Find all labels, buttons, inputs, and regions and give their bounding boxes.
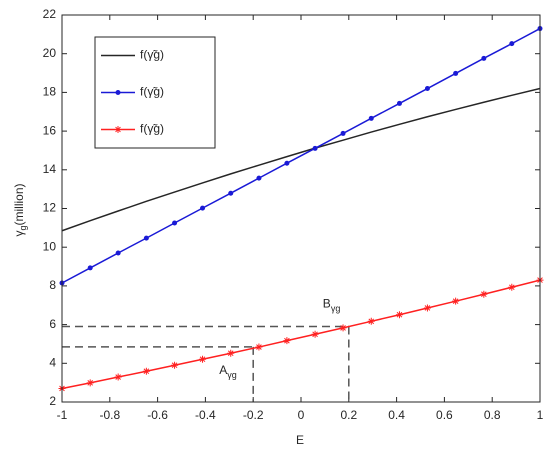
x-tick-label: 0	[298, 408, 305, 422]
marker	[396, 100, 402, 106]
y-tick-label: 22	[43, 7, 57, 21]
guide-label-main: B	[323, 297, 331, 311]
marker	[368, 115, 374, 121]
y-axis-label: γg(million)	[12, 183, 28, 236]
x-tick-label: -0.2	[243, 408, 264, 422]
marker	[142, 367, 150, 375]
marker	[312, 145, 318, 151]
marker	[509, 41, 515, 47]
marker	[255, 343, 263, 351]
x-tick-label: -0.6	[147, 408, 168, 422]
marker	[227, 349, 235, 357]
marker	[311, 330, 319, 338]
legend-label: f(γ̃g)	[140, 122, 164, 136]
marker	[114, 373, 122, 381]
x-tick-label: 1	[537, 408, 544, 422]
marker	[199, 355, 207, 363]
marker	[481, 55, 487, 61]
marker	[143, 235, 149, 241]
guide-label: Aγg	[219, 363, 237, 380]
marker	[424, 86, 430, 92]
marker	[423, 304, 431, 312]
marker	[340, 130, 346, 136]
marker	[228, 190, 234, 196]
y-tick-label: 10	[43, 239, 57, 253]
marker	[480, 290, 488, 298]
x-tick-label: -0.8	[99, 408, 120, 422]
marker	[453, 70, 459, 76]
guide-label-sub: γg	[331, 304, 341, 314]
x-tick-label: 0.2	[340, 408, 357, 422]
marker	[395, 311, 403, 319]
legend-label: f(γ̃g)	[140, 48, 164, 62]
legend-marker	[114, 126, 122, 133]
y-tick-label: 14	[43, 162, 57, 176]
guide-label: Bγg	[323, 297, 341, 314]
marker	[86, 379, 94, 387]
series-line	[61, 87, 541, 232]
guide-label-main: A	[219, 363, 227, 377]
x-tick-label: 0.6	[436, 408, 453, 422]
y-tick-label: 18	[43, 85, 57, 99]
y-tick-label: 4	[49, 355, 56, 369]
y-tick-label: 16	[43, 123, 57, 137]
x-axis-label: E	[296, 433, 304, 447]
marker	[171, 361, 179, 369]
marker	[256, 175, 262, 181]
x-tick-label: -1	[57, 408, 68, 422]
series-line	[61, 279, 541, 390]
marker	[172, 220, 178, 226]
y-tick-label: 20	[43, 46, 57, 60]
marker	[284, 160, 290, 166]
marker	[87, 265, 93, 271]
y-tick-label: 6	[49, 317, 56, 331]
series-line	[61, 27, 541, 284]
marker	[115, 250, 121, 256]
marker	[367, 317, 375, 325]
axes-box	[61, 14, 541, 403]
x-tick-label: -0.4	[195, 408, 216, 422]
x-tick-label: 0.4	[388, 408, 405, 422]
y-tick-label: 2	[49, 394, 56, 408]
legend-marker	[115, 90, 121, 95]
y-tick-label: 8	[49, 278, 56, 292]
marker	[283, 337, 291, 345]
x-tick-label: 0.8	[484, 408, 501, 422]
y-tick-label: 12	[43, 201, 57, 215]
guide-label-sub: γg	[227, 370, 237, 380]
marker	[452, 297, 460, 305]
legend-label: f(γ̃g)	[140, 85, 164, 99]
marker	[200, 205, 206, 211]
marker	[339, 324, 347, 332]
marker	[508, 283, 516, 291]
